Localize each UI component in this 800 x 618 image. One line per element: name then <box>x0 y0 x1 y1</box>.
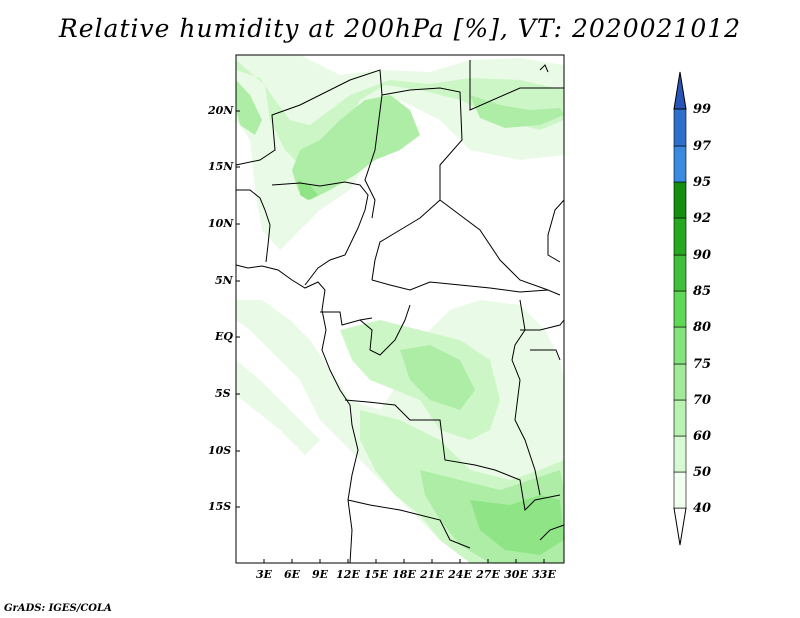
lon-label-27e: 27E <box>476 568 500 581</box>
border-angola-namibia <box>347 499 471 549</box>
lat-label-20n: 20N <box>208 104 234 117</box>
colorbar <box>673 71 687 546</box>
colorbar-label-92: 92 <box>693 211 712 226</box>
border-rift-lakes <box>511 299 541 496</box>
colorbar-label-60: 60 <box>693 429 712 444</box>
shade-sahel-60 <box>292 95 420 200</box>
shade-nw-60 <box>236 80 262 135</box>
colorbar-seg-40-50 <box>673 471 687 509</box>
border-mozambique <box>539 524 565 541</box>
lon-label-33e: 33E <box>532 568 556 581</box>
lat-label-5n: 5N <box>215 274 233 287</box>
lat-label-5s: 5S <box>215 387 231 400</box>
colorbar-label-75: 75 <box>693 357 712 372</box>
lon-label-9e: 9E <box>311 568 329 581</box>
lat-label-15s: 15S <box>208 500 232 513</box>
lon-label-3e: 3E <box>255 568 273 581</box>
map-title: Relative humidity at 200hPa [%], VT: 202… <box>58 14 742 43</box>
border-gabon <box>320 311 373 326</box>
border-nigeria <box>271 181 369 286</box>
colorbar-seg-85-90 <box>673 254 687 292</box>
colorbar-seg-75-80 <box>673 326 687 365</box>
colorbar-label-99: 99 <box>693 102 712 117</box>
colorbar-seg-80-85 <box>673 290 687 328</box>
colorbar-label-40: 40 <box>693 501 712 516</box>
border-car-congo <box>371 279 561 296</box>
lat-label-15n: 15N <box>208 160 234 173</box>
lon-label-15e: 15E <box>364 568 388 581</box>
colorbar-arrow-low <box>673 507 687 546</box>
map-borders <box>235 60 565 564</box>
colorbar-label-70: 70 <box>693 393 712 408</box>
shade-atlantic-40 <box>236 360 320 455</box>
colorbar-seg-90-92 <box>673 217 687 256</box>
colorbar-arrow-high <box>673 71 687 110</box>
border-lake-victoria <box>530 349 561 361</box>
colorbar-label-50: 50 <box>693 465 712 480</box>
lat-label-eq: EQ <box>215 330 233 343</box>
colorbar-seg-60-70 <box>673 399 687 437</box>
border-chad <box>371 87 463 281</box>
lat-label-10s: 10S <box>208 444 232 457</box>
shade-north-50 <box>236 60 564 165</box>
colorbar-seg-97-99 <box>673 108 687 147</box>
colorbar-label-85: 85 <box>693 284 712 299</box>
lon-label-6e: 6E <box>283 568 301 581</box>
colorbar-label-97: 97 <box>693 139 712 154</box>
grads-credit: GrADS: IGES/COLA <box>4 603 112 614</box>
humidity-shading <box>236 55 564 563</box>
lon-label-21e: 21E <box>420 568 444 581</box>
border-car-sudan <box>439 199 549 291</box>
lon-label-24e: 24E <box>448 568 472 581</box>
shade-ne-60 <box>470 95 564 128</box>
lon-label-18e: 18E <box>392 568 416 581</box>
colorbar-seg-50-60 <box>673 435 687 473</box>
lon-label-30e: 30E <box>504 568 528 581</box>
border-libya <box>469 60 564 111</box>
shade-sahel-70 <box>298 180 318 200</box>
border-congo <box>359 304 411 356</box>
colorbar-seg-92-95 <box>673 181 687 219</box>
lon-label-12e: 12E <box>336 568 360 581</box>
border-ne-fragment <box>539 64 549 73</box>
colorbar-seg-95-97 <box>673 145 687 183</box>
border-niger <box>235 69 383 219</box>
border-angola-drc <box>344 399 561 512</box>
map-frame <box>235 54 565 564</box>
colorbar-label-80: 80 <box>693 320 712 335</box>
border-sudan-east <box>547 199 565 263</box>
border-uganda <box>520 319 565 331</box>
coastline-west <box>235 264 359 564</box>
axis-ticks <box>236 110 545 563</box>
border-benin <box>236 189 271 263</box>
colorbar-label-90: 90 <box>693 248 712 263</box>
shade-congo-60 <box>400 345 475 410</box>
colorbar-seg-70-75 <box>673 363 687 401</box>
lat-label-10n: 10N <box>208 217 234 230</box>
colorbar-label-95: 95 <box>693 175 712 190</box>
